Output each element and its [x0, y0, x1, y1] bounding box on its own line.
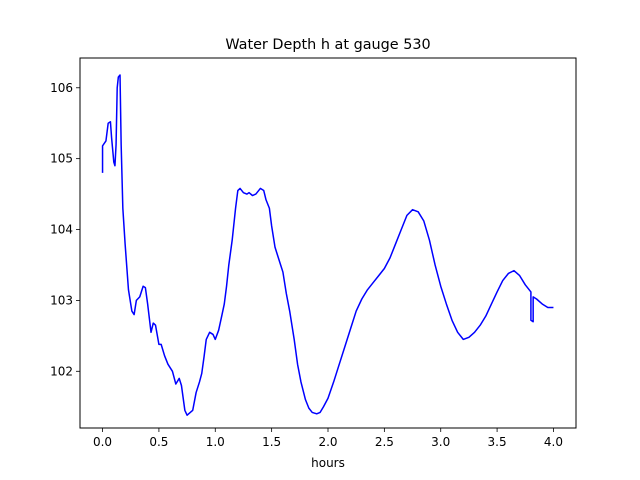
x-tick-label: 1.5: [262, 435, 281, 449]
x-axis-label: hours: [311, 456, 345, 470]
x-tick-label: 3.5: [488, 435, 507, 449]
y-axis: 102 103 104 105 106: [50, 81, 80, 378]
x-tick-label: 1.0: [206, 435, 225, 449]
series-line: [101, 74, 554, 416]
x-axis: 0.0 0.5 1.0 1.5 2.0 2.5 3.0 3.5 4.0: [93, 428, 563, 449]
x-tick-label: 2.0: [318, 435, 337, 449]
y-tick-label: 103: [50, 293, 73, 307]
y-tick-label: 105: [50, 152, 73, 166]
x-tick-label: 0.5: [149, 435, 168, 449]
x-tick-label: 0.0: [93, 435, 112, 449]
chart-title: Water Depth h at gauge 530: [225, 37, 430, 53]
y-tick-label: 102: [50, 364, 73, 378]
x-tick-label: 2.5: [375, 435, 394, 449]
x-tick-label: 3.0: [431, 435, 450, 449]
y-tick-label: 104: [50, 223, 73, 237]
series-layer: [101, 74, 554, 416]
x-tick-label: 4.0: [544, 435, 563, 449]
plot-area: [80, 58, 576, 428]
y-tick-label: 106: [50, 81, 73, 95]
